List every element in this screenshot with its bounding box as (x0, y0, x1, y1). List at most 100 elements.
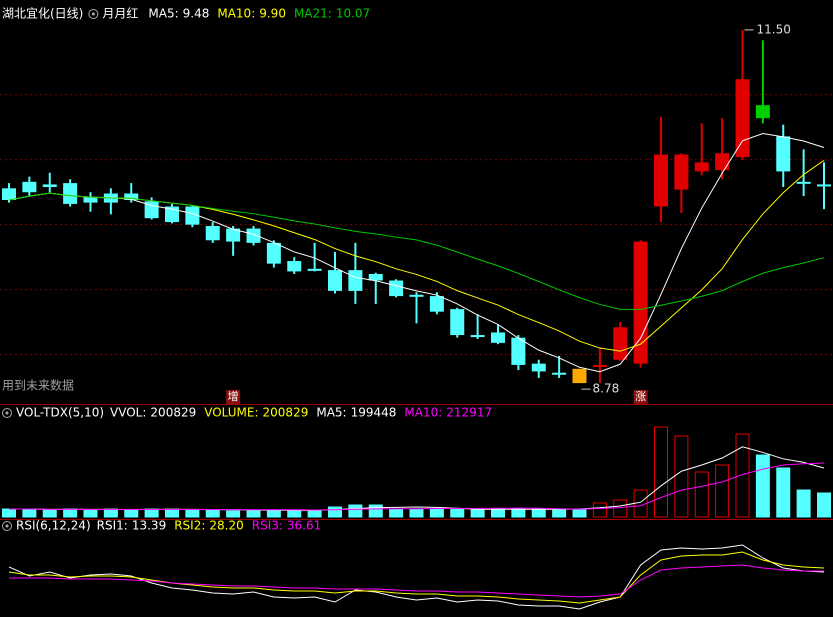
marker-box (633, 390, 648, 404)
volume-bar (511, 508, 526, 518)
volume-bar (2, 508, 16, 518)
candle-body (572, 368, 587, 384)
candle-body (83, 197, 98, 203)
volume-bar (817, 492, 831, 518)
candle-body (389, 280, 404, 297)
candle-body (287, 261, 302, 272)
legend-label: MA10: (217, 7, 255, 21)
candle-body (409, 294, 424, 297)
indicator-name: 月月红 (102, 6, 138, 21)
volume-bar (531, 508, 546, 518)
candle-body (124, 193, 139, 200)
volume-bar (450, 508, 465, 518)
volume-bar (144, 508, 159, 518)
menu-icon-dot (91, 12, 95, 16)
panel-title: RSI(6,12,24) (16, 519, 91, 533)
legend-label: MA10: (404, 406, 442, 420)
rsi-line (9, 564, 824, 598)
chart-title: 湖北宜化(日线) (2, 6, 83, 21)
legend-label: RSI2: (174, 519, 205, 533)
volume-bar (368, 504, 383, 518)
ma-line (8, 132, 825, 373)
volume-bar (389, 508, 404, 518)
legend-label: MA5: (148, 7, 178, 21)
volume-bar (103, 508, 118, 518)
legend-label: MA21: (294, 7, 332, 21)
volume-bar (552, 508, 567, 518)
volume-bar (328, 506, 342, 518)
volume-bar (796, 489, 811, 518)
legend-value: 9.48 (183, 7, 210, 21)
volume-bar (674, 435, 689, 518)
candle-body (613, 327, 628, 360)
candle-body (674, 154, 689, 190)
note: 用到未来数据 (2, 378, 74, 393)
legend-value: 199448 (351, 406, 397, 420)
volume-bar (348, 504, 363, 518)
candle-body (429, 296, 444, 312)
legend-value: 9.90 (259, 7, 286, 21)
menu-icon (88, 9, 99, 19)
candle-body (511, 337, 526, 365)
candle-body (450, 309, 465, 336)
volume-bar (755, 454, 770, 518)
volume-bar (124, 509, 139, 518)
volume-bar (429, 508, 444, 518)
menu-icon (2, 521, 12, 531)
marker-text: 增 (228, 389, 239, 403)
candle-body (205, 225, 220, 241)
volume-bar (409, 508, 424, 518)
volume-bar (287, 509, 302, 518)
volume-ma-line (9, 462, 825, 511)
marker-box (226, 390, 241, 404)
candle-body (226, 228, 241, 242)
candle-body (715, 153, 730, 171)
volume-bar (63, 508, 78, 518)
candle-body (491, 332, 505, 343)
legend-value: 36.61 (287, 519, 321, 533)
legend-label: VVOL: (110, 406, 146, 420)
volume-bar (592, 502, 607, 518)
candle-body (470, 335, 485, 338)
volume-bar (226, 510, 241, 518)
volume-bar (491, 508, 505, 518)
volume-bar (246, 509, 261, 518)
marker-text: 涨 (635, 390, 646, 403)
volume-bar (185, 509, 200, 518)
legend-label: RSI1: (97, 519, 128, 533)
low-label: 8.78 (593, 382, 620, 396)
candle-body (633, 241, 648, 364)
candle-body (755, 105, 770, 119)
candle-body (694, 162, 709, 172)
volume-bar (83, 509, 98, 518)
candle-body (266, 242, 281, 264)
volume-bar (776, 467, 791, 518)
candle-body (185, 206, 200, 225)
volume-bar (266, 509, 281, 518)
candle-body (63, 183, 78, 204)
volume-bar (470, 509, 485, 518)
candle-body (42, 184, 57, 188)
candle-body (246, 228, 261, 243)
volume-bar (165, 508, 179, 518)
legend-value: 200829 (263, 406, 309, 420)
legend-label: RSI3: (252, 519, 283, 533)
candle-body (22, 181, 37, 193)
candle-body (776, 136, 791, 172)
legend-value: 10.07 (336, 7, 370, 21)
candle-body (735, 79, 750, 158)
candle-body (796, 181, 811, 184)
volume-bar (613, 499, 628, 518)
candle-body (2, 188, 16, 200)
candle-body (144, 201, 159, 219)
volume-bar (735, 433, 750, 518)
volume-bar (715, 464, 730, 518)
legend-value: 200829 (150, 406, 196, 420)
legend-label: MA5: (316, 406, 346, 420)
menu-icon-dot (5, 411, 9, 415)
candle-body (328, 270, 342, 291)
volume-bar (307, 510, 322, 518)
ma-line (8, 192, 825, 310)
rsi-line (8, 551, 825, 604)
